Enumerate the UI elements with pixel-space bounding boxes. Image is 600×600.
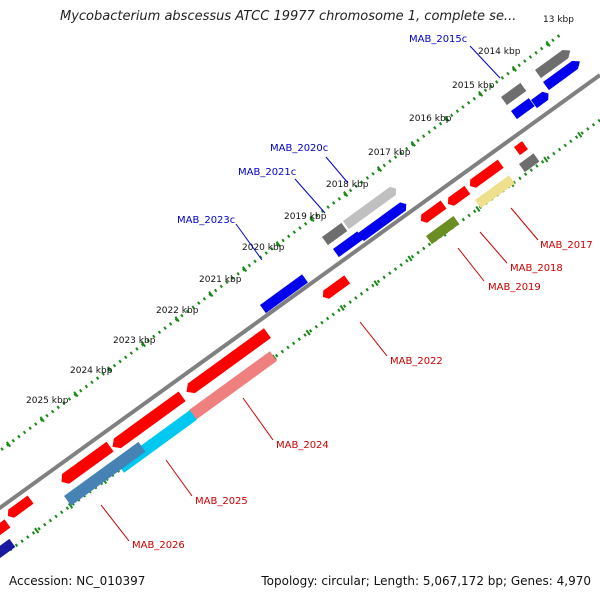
gene-feature[interactable]: [343, 185, 399, 230]
gene-feature[interactable]: [514, 141, 528, 156]
tick-label: 2023 kbp: [113, 336, 156, 346]
gene-label[interactable]: MAB_2020c: [270, 143, 328, 154]
tick-label: 2020 kbp: [242, 243, 285, 253]
tick-label: 2019 kbp: [284, 212, 327, 222]
gene-feature[interactable]: [535, 46, 573, 79]
tick-label: 2016 kbp: [409, 114, 452, 124]
tick-label: 2018 kbp: [326, 180, 369, 190]
gene-feature[interactable]: [0, 538, 16, 562]
gene-feature[interactable]: [0, 519, 11, 539]
gene-label[interactable]: MAB_2018: [510, 263, 563, 274]
gene-label[interactable]: MAB_2024: [276, 440, 329, 451]
label-leader-lines: [235, 45, 501, 261]
gene-label[interactable]: MAB_2026: [132, 540, 185, 551]
chromosome-backbone: [0, 73, 600, 511]
gene-feature[interactable]: [109, 391, 186, 451]
gene-feature[interactable]: [501, 82, 527, 106]
tick-label: 2015 kbp: [452, 81, 495, 91]
gene-feature[interactable]: [183, 328, 271, 396]
gene-feature[interactable]: [531, 89, 551, 109]
tick-label: 2014 kbp: [478, 47, 521, 57]
gene-label[interactable]: MAB_2025: [195, 496, 248, 507]
label-leader-lines: [100, 207, 539, 542]
gene-label[interactable]: MAB_2015c: [409, 34, 467, 45]
tick-label: 2024 kbp: [70, 366, 113, 376]
gene-feature[interactable]: [5, 495, 34, 521]
gene-label[interactable]: MAB_2023c: [177, 215, 235, 226]
gene-feature[interactable]: [543, 57, 583, 91]
gene-feature[interactable]: [322, 222, 348, 246]
gene-label[interactable]: MAB_2017: [540, 240, 593, 251]
gene-feature[interactable]: [260, 274, 308, 314]
tick-label: 13 kbp: [543, 15, 574, 25]
tick-label: 2021 kbp: [199, 275, 242, 285]
gene-feature[interactable]: [475, 175, 515, 209]
reverse-tick-rail: [9, 118, 600, 552]
gene-feature[interactable]: [445, 185, 471, 208]
gene-feature[interactable]: [320, 275, 351, 301]
gene-feature[interactable]: [467, 159, 504, 190]
tick-label: 2017 kbp: [368, 148, 411, 158]
tick-label: 2025 kbp: [26, 396, 69, 406]
gene-feature[interactable]: [64, 441, 146, 506]
gene-feature[interactable]: [333, 231, 364, 258]
gene-feature[interactable]: [189, 351, 277, 420]
gene-feature[interactable]: [426, 216, 460, 245]
gene-label[interactable]: MAB_2021c: [238, 167, 296, 178]
gene-feature[interactable]: [358, 200, 409, 242]
gene-feature[interactable]: [418, 200, 447, 226]
accession-text: Accession: NC_010397: [9, 574, 146, 588]
gene-label[interactable]: MAB_2019: [488, 282, 541, 293]
gene-feature[interactable]: [58, 441, 114, 487]
gene-feature[interactable]: [511, 98, 535, 120]
genome-summary-text: Topology: circular; Length: 5,067,172 bp…: [261, 574, 591, 588]
map-title: Mycobacterium abscessus ATCC 19977 chrom…: [60, 9, 517, 24]
tick-label: 2022 kbp: [156, 306, 199, 316]
gene-label[interactable]: MAB_2022: [390, 356, 443, 367]
gene-feature[interactable]: [519, 153, 540, 173]
